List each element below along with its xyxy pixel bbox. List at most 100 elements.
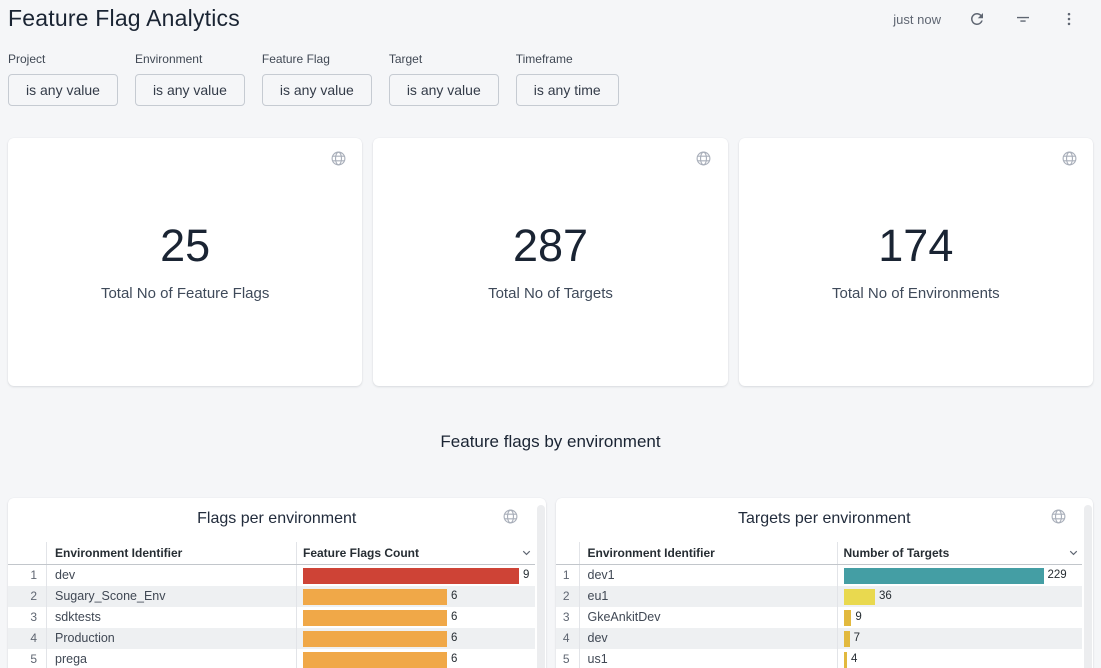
table-body: 1 dev1 229 2 eu1 36 3 GkeAnkitDev 9 4 dev 7 5 us1 4 xyxy=(555,565,1083,668)
table-scrollbar[interactable] xyxy=(1084,505,1092,668)
bar-value-label: 4 xyxy=(850,653,858,665)
row-number: 2 xyxy=(562,589,570,603)
row-number-column-header xyxy=(8,542,46,564)
table-row: 5 us1 4 xyxy=(556,649,1083,668)
column-header-label: Number of Targets xyxy=(843,546,950,560)
environment-identifier-cell: sdktests xyxy=(46,607,296,628)
environment-identifier-cell: eu1 xyxy=(578,586,837,607)
tile-globe-button[interactable] xyxy=(501,506,521,526)
bar xyxy=(843,630,850,647)
refresh-icon xyxy=(970,12,983,25)
environment-identifier-cell: GkeAnkitDev xyxy=(578,607,837,628)
dashboard-header: Feature Flag Analytics just now xyxy=(8,0,1093,36)
bar-value-label: 6 xyxy=(451,611,458,623)
bar xyxy=(843,567,1044,584)
tile-globe-button[interactable] xyxy=(1048,506,1068,526)
filters-toggle-button[interactable] xyxy=(1013,9,1033,29)
kpi-tile-targets: 287 Total No of Targets xyxy=(373,138,728,386)
measure-bar-cell: 7 xyxy=(836,628,1083,649)
filter-environment: Environment is any value xyxy=(134,52,245,106)
filter-label: Project xyxy=(8,52,46,66)
filter-label: Feature Flag xyxy=(261,52,330,66)
tile-title: Flags per environment xyxy=(197,510,357,527)
column-header-label: Feature Flags Count xyxy=(303,546,420,560)
kpi-value: 25 xyxy=(160,219,211,271)
measure-bar-cell: 9 xyxy=(296,565,535,586)
bar-value-label: 6 xyxy=(451,653,458,665)
table-row: 5 prega 6 xyxy=(8,649,535,668)
table-scrollbar[interactable] xyxy=(536,505,545,668)
environment-identifier-cell: Production xyxy=(46,628,296,649)
filter-target-value-button[interactable]: is any value xyxy=(388,74,499,106)
filter-target: Target is any value xyxy=(388,52,499,106)
row-number-column-header xyxy=(556,542,579,564)
table-row: 4 Production 6 xyxy=(8,628,535,649)
bar xyxy=(843,588,875,605)
environment-identifier-cell: prega xyxy=(46,649,296,668)
kpi-label: Total No of Targets xyxy=(488,284,613,302)
bar xyxy=(303,588,447,605)
kpi-row: 25 Total No of Feature Flags 287 Total N… xyxy=(8,138,1093,386)
table-row: 2 eu1 36 xyxy=(555,586,1083,607)
column-header-environment-identifier[interactable]: Environment Identifier xyxy=(46,542,296,564)
globe-icon xyxy=(696,151,711,165)
bar-value-label: 36 xyxy=(878,590,892,602)
row-number: 5 xyxy=(562,652,570,666)
bar-value-label: 229 xyxy=(1047,569,1067,581)
column-header-number-of-targets[interactable]: Number of Targets xyxy=(836,542,1083,564)
tile-globe-button[interactable] xyxy=(694,148,714,168)
kpi-tile-feature-flags: 25 Total No of Feature Flags xyxy=(8,138,363,386)
row-number: 1 xyxy=(30,568,37,582)
filter-feature-flag: Feature Flag is any value xyxy=(261,52,372,106)
measure-bar-cell: 229 xyxy=(836,565,1083,586)
tile-globe-button[interactable] xyxy=(1059,148,1079,168)
filter-feature-flag-value-button[interactable]: is any value xyxy=(261,74,372,106)
table-row: 1 dev 9 xyxy=(8,565,535,586)
kpi-label: Total No of Environments xyxy=(832,284,1000,302)
bar-value-label: 9 xyxy=(523,569,530,581)
column-header-environment-identifier[interactable]: Environment Identifier xyxy=(578,542,837,564)
filter-project-value-button[interactable]: is any value xyxy=(8,74,118,106)
row-number: 1 xyxy=(562,568,570,582)
targets-per-environment-tile: Targets per environment Environment Iden… xyxy=(555,498,1093,668)
globe-icon xyxy=(1051,509,1065,523)
table-row: 2 Sugary_Scone_Env 6 xyxy=(8,586,535,607)
filter-timeframe: Timeframe is any time xyxy=(515,52,619,106)
filter-label: Target xyxy=(388,52,423,66)
bar xyxy=(843,609,852,626)
bar xyxy=(303,567,519,584)
flags-per-environment-tile: Flags per environment Environment Identi… xyxy=(8,498,546,668)
filter-timeframe-value-button[interactable]: is any time xyxy=(515,74,619,106)
row-number: 3 xyxy=(562,610,570,624)
measure-bar-cell: 9 xyxy=(836,607,1083,628)
filter-environment-value-button[interactable]: is any value xyxy=(134,74,245,106)
table-row: 1 dev1 229 xyxy=(556,565,1083,586)
column-header-feature-flags-count[interactable]: Feature Flags Count xyxy=(296,542,535,564)
kpi-label: Total No of Feature Flags xyxy=(100,284,270,302)
chevron-down-icon[interactable] xyxy=(520,546,533,559)
table-row: 3 sdktests 6 xyxy=(8,607,535,628)
table-row: 3 GkeAnkitDev 9 xyxy=(556,607,1083,628)
row-number: 3 xyxy=(30,610,37,624)
row-number: 4 xyxy=(562,631,570,645)
bar-value-label: 6 xyxy=(451,590,458,602)
filter-label: Environment xyxy=(134,52,203,66)
bar-value-label: 6 xyxy=(451,632,458,644)
dashboard-menu-button[interactable] xyxy=(1059,9,1079,29)
environment-identifier-cell: Sugary_Scone_Env xyxy=(46,586,296,607)
measure-bar-cell: 36 xyxy=(836,586,1083,607)
environment-identifier-cell: dev1 xyxy=(578,565,837,586)
tile-globe-button[interactable] xyxy=(328,148,348,168)
row-number: 4 xyxy=(30,631,37,645)
bar-value-label: 9 xyxy=(855,611,862,623)
refresh-button[interactable] xyxy=(967,9,987,29)
filter-project: Project is any value xyxy=(8,52,118,106)
row-number: 5 xyxy=(30,652,37,666)
bar xyxy=(303,630,447,647)
tile-title: Targets per environment xyxy=(737,510,911,527)
bar-value-label: 7 xyxy=(853,632,861,644)
chevron-down-icon[interactable] xyxy=(1067,546,1080,559)
bar xyxy=(303,609,447,626)
section-title: Feature flags by environment xyxy=(440,432,661,451)
